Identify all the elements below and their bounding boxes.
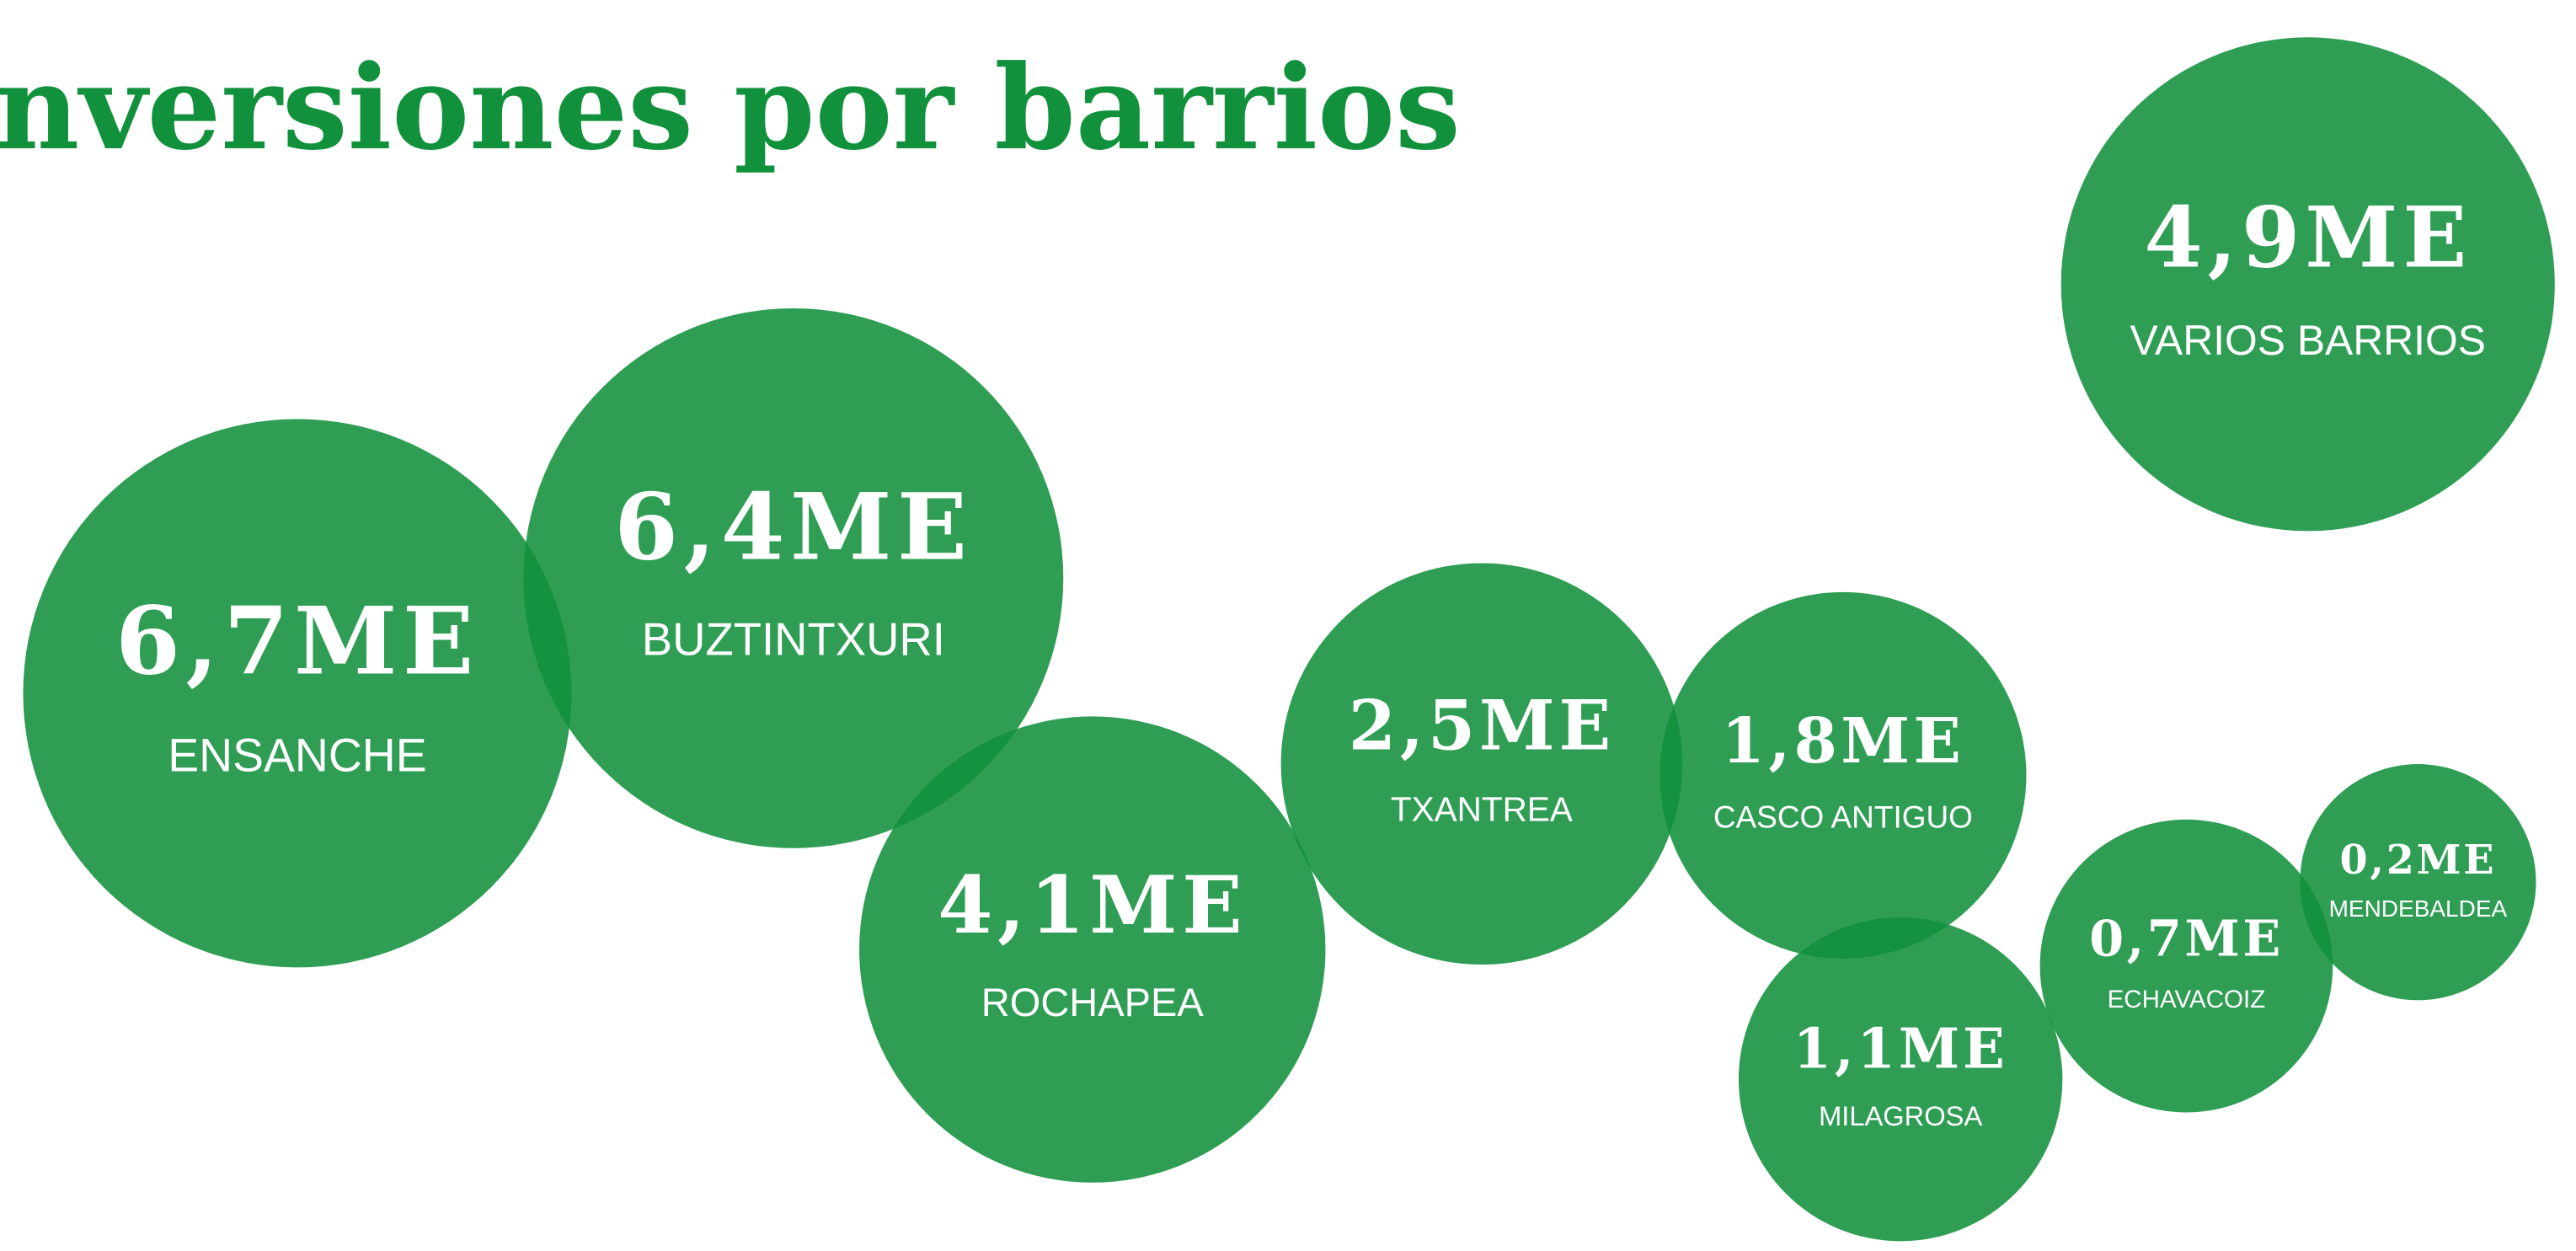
bubble-label: BUZTINTXURI (642, 614, 945, 666)
bubble-label: CASCO ANTIGUO (1713, 799, 1973, 834)
value-label: 4,9ME (2144, 188, 2472, 286)
bubble-label: ENSANCHE (168, 730, 426, 782)
value-label: 1,8ME (1722, 705, 1965, 778)
bubble-label: TXANTREA (1391, 790, 1573, 829)
bubble (523, 307, 1064, 848)
bubble-label: ROCHAPEA (981, 980, 1205, 1024)
value-label: 4,1ME (938, 859, 1247, 952)
bubble (1659, 591, 2027, 959)
bubble-label: MENDEBALDEA (2329, 895, 2508, 922)
bubble (2300, 764, 2536, 1001)
value-label: 0,7ME (2089, 909, 2284, 967)
chart-title: nversiones por barrios (0, 39, 1461, 176)
value-label: 1,1ME (1793, 1017, 2008, 1081)
bubble (2039, 819, 2333, 1113)
bubble (1738, 917, 2063, 1242)
value-label: 6,4ME (614, 473, 972, 580)
bubble-label: VARIOS BARRIOS (2130, 317, 2486, 364)
bubble (2060, 37, 2555, 532)
bubble (859, 716, 1326, 1183)
bubble-label: ECHAVACOIZ (2108, 986, 2266, 1013)
bubble-label: MILAGROSA (1819, 1100, 1982, 1131)
bubble (23, 419, 572, 968)
value-label: 6,7ME (115, 587, 479, 697)
bubble (1280, 563, 1683, 965)
value-label: 2,5ME (1349, 686, 1615, 766)
value-label: 0,2ME (2339, 837, 2496, 884)
